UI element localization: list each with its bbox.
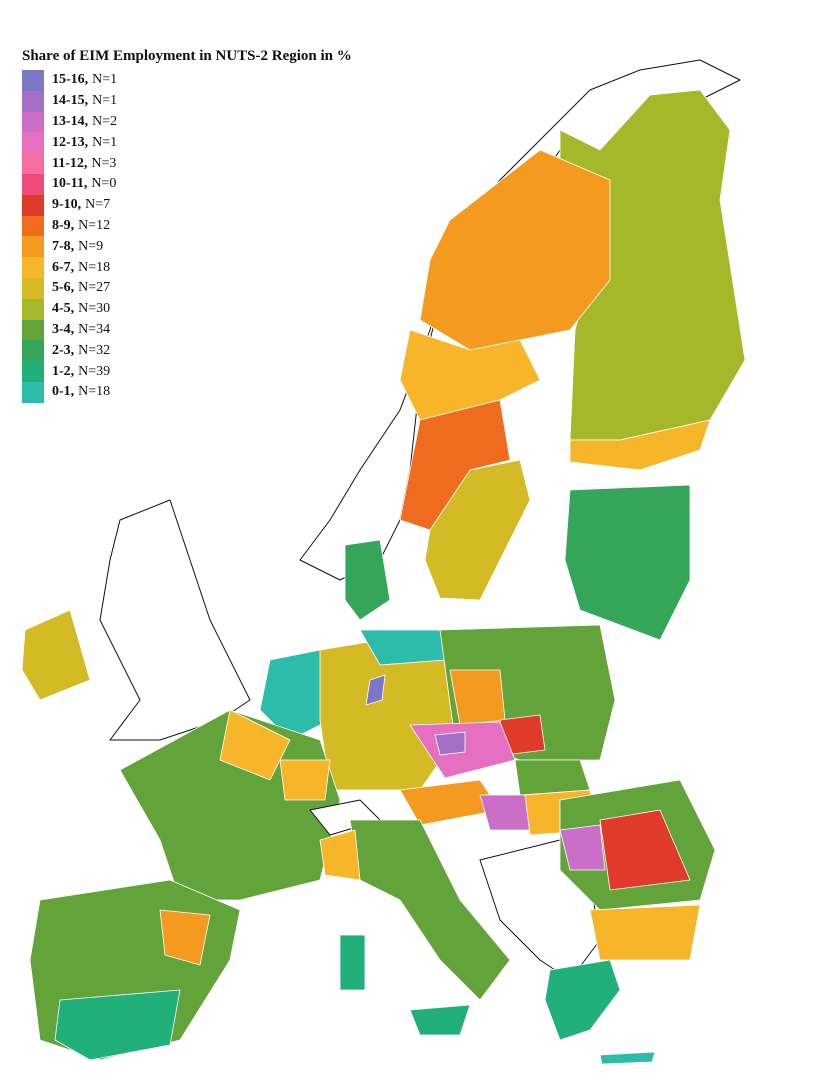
legend-count: N=18 (78, 259, 111, 275)
legend-entry: 1-2N=39 (22, 361, 117, 382)
france-north (219, 709, 291, 781)
legend-range: 4-5 (52, 301, 78, 317)
spain-south (54, 989, 181, 1061)
benelux (259, 649, 331, 741)
italy-north-west (319, 829, 361, 881)
slovakia (514, 759, 591, 796)
legend-entry: 4-5N=30 (22, 298, 117, 320)
romania-centre (599, 809, 691, 891)
finland-south (569, 419, 711, 471)
legend-entry: 11-12N=3 (22, 153, 117, 174)
sweden-north (419, 149, 611, 351)
legend-range: 2-3 (52, 343, 78, 359)
romania-west (559, 824, 606, 871)
legend-entry: 9-10N=7 (22, 194, 117, 216)
legend-entry: 8-9N=12 (22, 215, 117, 237)
france-east (279, 759, 331, 801)
legend-count: N=27 (78, 280, 111, 296)
legend-count: N=1 (92, 134, 118, 150)
legend-count: N=39 (78, 363, 111, 379)
legend-entry: 2-3N=32 (22, 340, 117, 362)
sardinia (339, 934, 366, 991)
sweden-mid (399, 329, 541, 421)
legend-entry: 12-13N=1 (22, 132, 118, 154)
germany-purple (365, 674, 386, 706)
ireland (21, 609, 91, 701)
bulgaria (589, 904, 701, 961)
legend-swatch (22, 298, 44, 320)
legend-range: 3-4 (52, 322, 78, 338)
czech-centre (434, 731, 466, 756)
legend-swatch (22, 340, 44, 362)
sweden-south (424, 459, 531, 601)
legend-entry: 10-11N=0 (22, 173, 117, 195)
legend-count: N=0 (91, 176, 117, 192)
legend-count: N=1 (92, 72, 118, 88)
poland-west (449, 669, 506, 726)
great-britain (99, 499, 251, 741)
legend-range: 15-16 (52, 72, 92, 88)
legend-entry: 13-14N=2 (22, 111, 118, 133)
baltics (564, 484, 691, 641)
italy (349, 819, 511, 1001)
legend-swatch (22, 173, 44, 195)
legend-range: 8-9 (52, 218, 78, 234)
legend-range: 7-8 (52, 239, 78, 255)
legend-entry: 0-1N=18 (22, 381, 117, 403)
legend-range: 12-13 (52, 135, 92, 151)
sicily (409, 1004, 471, 1036)
legend-swatch (22, 361, 44, 382)
legend-swatch (22, 194, 44, 216)
legend-count: N=18 (78, 384, 111, 400)
legend-swatch (22, 132, 44, 154)
legend-range: 11-12 (52, 156, 91, 172)
legend-title: Share of EIM Employment in NUTS-2 Region… (22, 48, 352, 64)
legend-count: N=32 (78, 342, 111, 358)
legend-swatch (22, 319, 44, 341)
hungary-west (479, 794, 531, 831)
greece (544, 959, 621, 1041)
legend-count: N=30 (78, 301, 111, 317)
legend-range: 13-14 (52, 114, 92, 130)
legend-entry: 6-7N=18 (22, 257, 117, 278)
legend-count: N=3 (91, 155, 117, 171)
france (119, 709, 341, 901)
legend-count: N=2 (92, 113, 118, 129)
legend: 15-16N=114-15N=113-14N=212-13N=111-12N=3… (22, 70, 117, 403)
legend-swatch (22, 381, 44, 403)
denmark (344, 539, 391, 621)
legend-range: 1-2 (52, 364, 78, 380)
legend-swatch (22, 236, 44, 258)
legend-count: N=1 (92, 93, 118, 109)
legend-entry: 15-16N=1 (22, 70, 117, 91)
legend-count: N=7 (85, 197, 111, 213)
legend-entry: 14-15N=1 (22, 90, 118, 112)
legend-range: 10-11 (52, 176, 91, 192)
legend-entry: 3-4N=34 (22, 319, 117, 341)
legend-swatch (22, 70, 44, 91)
legend-range: 9-10 (52, 197, 85, 213)
legend-range: 6-7 (52, 260, 78, 276)
legend-range: 0-1 (52, 384, 78, 400)
legend-swatch (22, 277, 44, 299)
legend-swatch (22, 111, 44, 133)
legend-swatch (22, 153, 44, 174)
legend-count: N=9 (78, 238, 104, 254)
legend-entry: 5-6N=27 (22, 277, 117, 299)
legend-range: 14-15 (52, 93, 92, 109)
crete (599, 1051, 656, 1065)
legend-swatch (22, 215, 44, 237)
legend-entry: 7-8N=9 (22, 236, 117, 258)
legend-count: N=34 (78, 321, 111, 337)
legend-range: 5-6 (52, 280, 78, 296)
legend-swatch (22, 90, 44, 112)
legend-swatch (22, 257, 44, 278)
spain-east (159, 909, 211, 966)
legend-count: N=12 (78, 217, 111, 233)
